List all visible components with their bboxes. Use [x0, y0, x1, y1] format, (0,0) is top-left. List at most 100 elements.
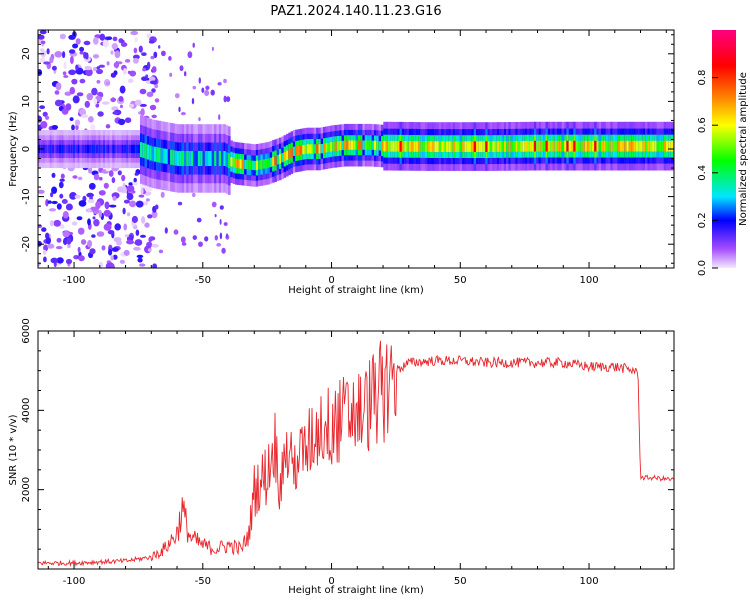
- noise-speck: [158, 249, 164, 254]
- noise-speck: [90, 124, 96, 132]
- spectrogram-cell: [281, 153, 284, 163]
- spectrogram-cell: [601, 140, 604, 152]
- spectrogram-cell: [578, 140, 581, 152]
- spectrogram-cell: [58, 144, 62, 154]
- noise-speck: [39, 30, 47, 35]
- noise-speck: [62, 71, 67, 76]
- spectrogram-cell: [513, 141, 516, 152]
- noise-speck: [74, 119, 81, 126]
- noise-speck: [139, 88, 147, 95]
- noise-speck: [149, 104, 157, 111]
- spectrogram-cell: [529, 140, 532, 152]
- noise-speck: [161, 50, 166, 57]
- noise-speck: [50, 257, 59, 264]
- spectrogram-cell: [49, 144, 53, 154]
- snr-y-label: SNR (10 * v/v): [8, 414, 19, 485]
- spectrogram-cell: [165, 148, 169, 164]
- spectrogram-cell: [54, 144, 57, 154]
- snr-x-tick-label: 0: [328, 576, 334, 587]
- snr-marks: [38, 340, 674, 568]
- spectrogram-cell: [357, 140, 361, 150]
- noise-speck: [198, 117, 201, 122]
- noise-speck: [135, 229, 140, 236]
- noise-speck: [226, 96, 231, 102]
- noise-speck: [96, 66, 100, 70]
- chart-title: PAZ1.2024.140.11.23.G16: [270, 4, 441, 19]
- noise-speck: [101, 245, 106, 251]
- spectrogram-cell: [235, 158, 238, 169]
- snr-frame: [37, 330, 675, 570]
- spectrogram-y-tick-label: 10: [21, 95, 32, 108]
- noise-speck: [89, 248, 96, 255]
- spectrogram-cell: [478, 141, 481, 152]
- spectrogram-cell: [633, 140, 637, 152]
- noise-speck: [146, 198, 150, 202]
- noise-speck: [71, 124, 75, 131]
- spectrogram-cell: [406, 141, 410, 152]
- noise-speck: [136, 254, 144, 258]
- noise-speck: [127, 78, 134, 84]
- spectrogram-cell: [299, 145, 303, 155]
- spectrogram-cell: [126, 144, 129, 154]
- noise-speck: [123, 68, 127, 75]
- noise-speck: [142, 67, 147, 72]
- noise-speck: [79, 51, 84, 55]
- noise-speck: [51, 65, 57, 71]
- spectrogram-cell: [656, 140, 660, 152]
- noise-speck: [148, 237, 153, 243]
- spectrogram-cell: [392, 140, 396, 152]
- spectrogram-cell: [276, 155, 280, 165]
- snr-y-tick-label: 2000: [21, 477, 32, 502]
- noise-speck: [93, 67, 97, 72]
- noise-speck: [43, 61, 51, 65]
- spectrogram-cell: [589, 140, 593, 152]
- noise-speck: [39, 48, 45, 52]
- spectrogram-cell: [559, 140, 562, 152]
- spectrogram-cell: [223, 151, 226, 166]
- noise-speck: [214, 235, 218, 241]
- spectrogram-cell: [517, 141, 521, 152]
- noise-speck: [221, 247, 226, 254]
- spectrogram-cell: [425, 141, 428, 152]
- spectrogram-cell: [647, 140, 651, 152]
- noise-speck: [103, 209, 112, 217]
- noise-speck: [79, 46, 85, 52]
- noise-speck: [129, 70, 137, 77]
- spectrogram-cell: [274, 155, 277, 166]
- spectrogram-cell: [394, 140, 398, 152]
- spectrogram-cell: [93, 144, 97, 154]
- spectrogram-cell: [640, 140, 644, 152]
- spectrogram-cell: [522, 141, 525, 152]
- noise-speck: [56, 237, 62, 243]
- noise-speck: [38, 189, 45, 194]
- spectrogram-cell: [594, 140, 597, 152]
- noise-speck: [95, 103, 100, 108]
- noise-speck: [146, 61, 151, 70]
- noise-speck: [192, 42, 195, 48]
- spectrogram-cell: [432, 141, 435, 152]
- spectrogram-cell: [566, 140, 569, 152]
- spectrogram-cell: [251, 160, 254, 170]
- noise-speck: [99, 176, 103, 181]
- spectrogram-cell: [91, 144, 94, 154]
- spectrogram-cell: [670, 140, 674, 152]
- noise-speck: [83, 51, 87, 59]
- spectrogram-cell: [554, 140, 558, 152]
- noise-speck: [178, 106, 181, 112]
- spectrogram-x-tick-label: 100: [579, 275, 598, 286]
- noise-speck: [87, 218, 91, 226]
- spectrogram-cell: [427, 141, 430, 152]
- noise-speck: [148, 76, 156, 82]
- noise-speck: [134, 101, 142, 106]
- colorbar-bar: [712, 30, 736, 268]
- spectrogram-cell: [668, 140, 671, 152]
- noise-speck: [51, 172, 56, 178]
- spectrogram-cell: [265, 159, 268, 169]
- spectrogram-cell: [543, 140, 546, 152]
- noise-speck: [86, 93, 94, 101]
- spectrogram-cell: [258, 160, 261, 170]
- spectrogram-cell: [387, 140, 391, 152]
- noise-speck: [92, 216, 96, 220]
- noise-speck: [134, 172, 139, 176]
